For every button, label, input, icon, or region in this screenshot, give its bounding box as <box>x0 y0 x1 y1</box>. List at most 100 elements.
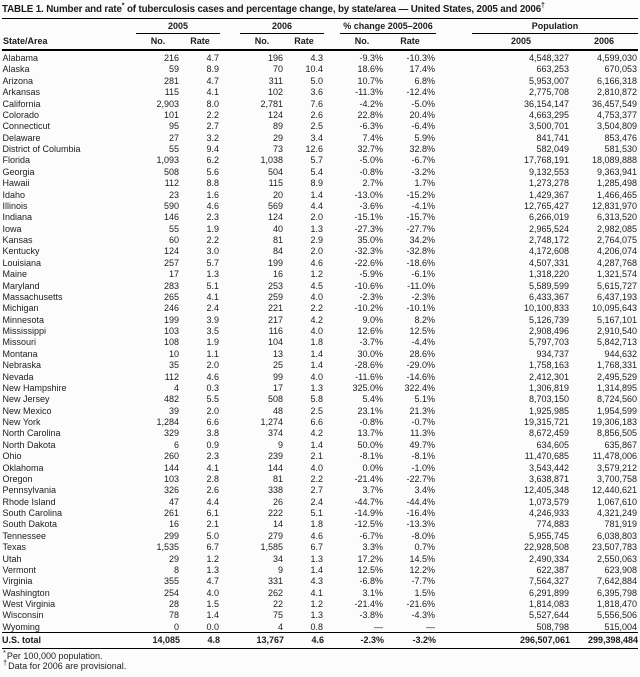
population-2005: 4,663,295 <box>528 109 569 120</box>
column-group-2006: 2006 <box>240 18 324 34</box>
state-name: New Jersey <box>2 394 50 405</box>
population-2005: 8,672,459 <box>528 428 569 439</box>
spacer <box>436 121 472 132</box>
cases-no-2006: 1,038 <box>260 155 283 166</box>
cases-no-2005: 23 <box>168 189 179 200</box>
pct-change-rate: -16.4% <box>406 508 435 518</box>
column-header-rate-2006: Rate <box>284 33 324 51</box>
spacer <box>220 541 240 552</box>
spacer <box>436 64 472 75</box>
population-2005: 4,246,933 <box>528 508 569 518</box>
state-name: Georgia <box>2 166 35 177</box>
spacer <box>220 610 240 621</box>
spacer <box>436 416 472 427</box>
spacer <box>436 382 472 393</box>
population-2006: 4,287,768 <box>596 257 637 268</box>
spacer <box>120 428 136 439</box>
table-row: Missouri 108 1.9 104 1.8 -3.7% -4.4% 5,7… <box>2 337 638 348</box>
spacer <box>120 257 136 268</box>
state-name: North Carolina <box>2 428 61 439</box>
spacer <box>436 109 472 120</box>
spacer <box>120 18 136 34</box>
rate-2005: 4.1 <box>206 291 219 302</box>
cases-no-2005: 299 <box>163 530 179 541</box>
pct-change-no: -5.0% <box>359 155 383 166</box>
spacer <box>220 291 240 302</box>
pct-change-no: 13.7% <box>357 428 383 439</box>
spacer <box>120 519 136 530</box>
spacer <box>324 291 340 302</box>
population-2006: 7,642,884 <box>596 576 637 587</box>
cases-no-2006: 239 <box>267 451 283 462</box>
spacer <box>436 155 472 166</box>
population-2006: 4,321,249 <box>596 508 637 518</box>
spacer <box>436 439 472 450</box>
rate-2006: 5.0 <box>310 75 323 86</box>
spacer <box>436 598 472 609</box>
cases-no-2006: 81 <box>272 473 283 484</box>
spacer <box>324 485 340 496</box>
spacer <box>220 348 240 359</box>
population-2006: 4,599,030 <box>596 53 637 63</box>
population-2005: 5,955,745 <box>528 530 569 541</box>
spacer <box>436 234 472 245</box>
population-2006: 2,495,529 <box>596 371 637 382</box>
cases-no-2005: 59 <box>168 64 179 75</box>
spacer <box>120 359 136 370</box>
cases-no-2006: 124 <box>267 109 283 120</box>
pct-change-rate: -27.7% <box>406 223 435 234</box>
pct-change-no: — <box>374 621 383 632</box>
title-text-2: of tuberculosis cases and percentage cha… <box>124 4 542 15</box>
spacer <box>436 257 472 268</box>
state-name: Oklahoma <box>2 462 44 473</box>
population-2006: 944,632 <box>604 348 637 359</box>
population-2006: 635,867 <box>604 439 637 450</box>
table-row: Arkansas 115 4.1 102 3.6 -11.3% -12.4% 2… <box>2 86 638 97</box>
spacer <box>436 610 472 621</box>
rate-2005: 0.0 <box>206 621 219 632</box>
cases-no-2005: 2,903 <box>156 98 179 109</box>
spacer <box>436 576 472 587</box>
population-2006: 581,530 <box>604 144 637 154</box>
cases-no-2005: 124 <box>163 246 179 257</box>
population-2006: 3,504,809 <box>596 121 637 132</box>
population-2005: 6,266,019 <box>528 212 569 223</box>
rate-2006: 5.8 <box>310 394 323 405</box>
rate-2006: 1.8 <box>310 519 323 530</box>
table-row: Minnesota 199 3.9 217 4.2 9.0% 8.2% 5,12… <box>2 314 638 325</box>
table-row: Rhode Island 47 4.4 26 2.4 -44.7% -44.4%… <box>2 496 638 507</box>
cases-no-2005: 508 <box>163 166 179 177</box>
population-2005: 622,387 <box>536 564 569 575</box>
spacer <box>220 303 240 314</box>
pct-change-no: -9.3% <box>359 53 383 63</box>
cases-no-2005: 16 <box>168 519 179 530</box>
pct-change-rate: -13.3% <box>406 519 435 530</box>
table-row: North Carolina 329 3.8 374 4.2 13.7% 11.… <box>2 428 638 439</box>
cases-no-2005: 115 <box>164 87 179 98</box>
cases-no-2005: 261 <box>163 508 179 518</box>
rate-2006: 7.6 <box>310 98 323 109</box>
spacer <box>436 587 472 598</box>
column-header-pct-rate: Rate <box>384 33 436 51</box>
cases-no-2006: 338 <box>267 485 283 496</box>
spacer <box>220 530 240 541</box>
state-name: North Dakota <box>2 439 56 450</box>
spacer <box>324 86 340 97</box>
population-2006: 6,038,803 <box>596 530 637 541</box>
state-name: Texas <box>2 542 27 553</box>
spacer <box>324 121 340 132</box>
spacer <box>120 223 136 234</box>
state-name: South Carolina <box>2 508 63 518</box>
rate-2005: 4.7 <box>206 53 219 63</box>
cases-no-2005: 60 <box>168 235 179 245</box>
spacer <box>324 234 340 245</box>
cases-no-2005: 246 <box>163 303 179 314</box>
population-2006: 3,700,758 <box>596 473 637 484</box>
spacer <box>120 200 136 211</box>
spacer <box>120 405 136 416</box>
rate-2005: 6.1 <box>206 508 219 518</box>
cases-no-2005: 29 <box>168 553 179 564</box>
cases-no-2005: 55 <box>168 144 179 154</box>
rate-2005: 3.9 <box>206 314 219 325</box>
